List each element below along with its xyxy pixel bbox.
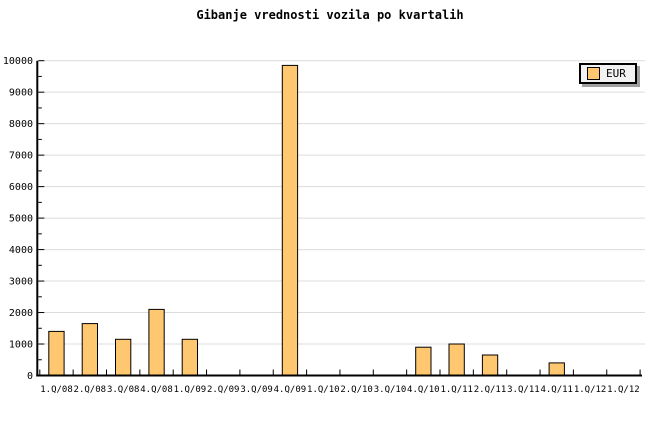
x-axis-tick-label: 4.Q/10 xyxy=(407,385,440,395)
bar xyxy=(148,308,165,376)
x-axis-tick-label: 1.Q/11 xyxy=(440,385,473,395)
x-axis-tick-label: 3.Q/09 xyxy=(240,385,273,395)
x-axis-tick-label: 2.Q/08 xyxy=(74,385,107,395)
bar xyxy=(181,338,198,376)
bar xyxy=(548,362,565,376)
legend-box: EUR xyxy=(579,63,637,84)
y-axis-tick-label: 2000 xyxy=(9,308,33,319)
y-axis-tick-label: 8000 xyxy=(9,119,33,130)
x-axis-tick-label: 1.Q/10 xyxy=(307,385,340,395)
x-axis-tick-label: 3.Q/11 xyxy=(507,385,540,395)
y-axis-tick-label: 9000 xyxy=(9,88,33,99)
bar xyxy=(281,64,299,377)
x-axis-tick-label: 1.Q/12 xyxy=(607,385,640,395)
x-axis-tick-label: 2.Q/09 xyxy=(207,385,240,395)
y-axis-tick-label: 7000 xyxy=(9,151,33,162)
x-axis-tick-label: 3.Q/08 xyxy=(107,385,140,395)
y-axis-tick-label: 5000 xyxy=(9,214,33,225)
x-axis-tick-label: 1.Q/08 xyxy=(40,385,73,395)
bar xyxy=(115,338,132,376)
x-axis-tick-label: 4.Q/11 xyxy=(540,385,573,395)
bar xyxy=(48,330,65,376)
bar xyxy=(448,343,465,376)
bar xyxy=(81,323,98,377)
y-axis-tick-label: 1000 xyxy=(9,340,33,351)
y-axis-tick-label: 4000 xyxy=(9,245,33,256)
x-axis-tick-label: 1.Q/09 xyxy=(174,385,207,395)
x-axis-tick-label: 3.Q/10 xyxy=(374,385,407,395)
x-axis-tick-label: 2.Q/11 xyxy=(474,385,507,395)
legend-series-label: EUR xyxy=(606,67,626,80)
x-axis-tick-label: 4.Q/09 xyxy=(274,385,307,395)
x-axis-tick-label: 4.Q/08 xyxy=(140,385,173,395)
x-axis-tick-label: 2.Q/10 xyxy=(340,385,373,395)
chart-title: Gibanje vrednosti vozila po kvartalih xyxy=(196,8,464,22)
y-axis-tick-label: 0 xyxy=(27,371,33,382)
x-axis-tick-label: 1.Q/12 xyxy=(574,385,607,395)
y-axis-tick-label: 10000 xyxy=(3,56,33,67)
y-axis-tick-label: 3000 xyxy=(9,277,33,288)
bar xyxy=(415,346,432,377)
legend-swatch-icon xyxy=(587,67,600,80)
y-axis-tick-label: 6000 xyxy=(9,182,33,193)
bar xyxy=(481,354,499,376)
